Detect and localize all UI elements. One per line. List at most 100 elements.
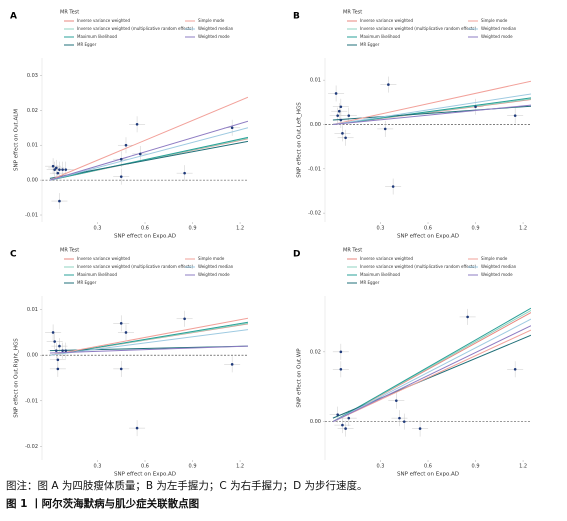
regression-line	[332, 104, 531, 125]
x-tick-label: 1.2	[519, 226, 527, 232]
point	[56, 358, 60, 362]
regression-line	[332, 80, 531, 125]
point	[387, 83, 390, 86]
legend-title: MR Test	[343, 10, 362, 16]
point	[395, 399, 398, 402]
x-tick-label: 1.2	[519, 464, 527, 470]
legend-label: MR Egger	[360, 280, 380, 285]
point	[56, 171, 60, 175]
legend-label: Weighted mode	[481, 272, 513, 277]
point	[51, 164, 55, 168]
x-tick-label: 0.3	[376, 226, 384, 232]
point	[230, 363, 234, 366]
x-axis-label: SNP effect on Expo.AD	[114, 472, 176, 478]
y-axis-label: SNP effect on Out.WP	[297, 348, 303, 408]
point	[230, 126, 234, 130]
regression-line	[332, 307, 531, 423]
point	[53, 168, 56, 171]
point	[61, 168, 64, 171]
legend-label: Inverse variance weighted	[77, 256, 130, 261]
legend-label: Weighted mode	[198, 34, 230, 39]
x-axis-label: SNP effect on Expo.AD	[397, 472, 459, 478]
legend-label: Simple mode	[481, 256, 508, 261]
point	[466, 315, 469, 319]
point	[341, 423, 344, 427]
y-axis-label: SNP effect on Out.Right_HGS	[14, 338, 20, 418]
x-tick-label: 0.6	[141, 464, 149, 470]
x-tick-label: 0.6	[424, 464, 432, 470]
legend-label: MR Egger	[360, 42, 380, 47]
point	[383, 127, 387, 131]
regression-line	[49, 120, 248, 181]
legend-label: Maximum likelihood	[77, 272, 117, 277]
regression-line	[332, 325, 531, 423]
y-tick-label: -0.01	[25, 213, 38, 219]
y-tick-label: 0.02	[27, 108, 38, 114]
legend-label: Maximum likelihood	[77, 34, 117, 39]
y-tick-label: 0.01	[310, 78, 321, 84]
y-axis-label: SNP effect on Out.Left_HGS	[297, 102, 303, 178]
y-tick-label: -0.02	[308, 211, 321, 217]
point	[58, 168, 61, 171]
x-axis-label: SNP effect on Expo.AD	[397, 234, 459, 240]
point	[124, 143, 128, 147]
point	[344, 427, 347, 430]
point	[51, 331, 55, 334]
x-tick-label: 1.2	[236, 464, 244, 470]
point	[339, 367, 343, 371]
legend-label: Inverse variance weighted	[360, 256, 413, 261]
point	[61, 349, 64, 352]
point	[344, 136, 347, 140]
x-tick-label: 0.9	[189, 226, 197, 232]
x-tick-label: 0.3	[93, 464, 101, 470]
legend-label: Maximum likelihood	[360, 34, 400, 39]
legend-label: Maximum likelihood	[360, 272, 400, 277]
point	[138, 152, 142, 156]
legend-label: Inverse variance weighted (multiplicativ…	[360, 26, 477, 31]
legend-label: Inverse variance weighted	[77, 18, 130, 23]
point	[334, 92, 338, 95]
point	[339, 350, 343, 354]
regression-line	[49, 136, 248, 181]
legend-label: Weighted median	[481, 264, 517, 269]
legend-label: MR Egger	[77, 280, 97, 285]
point	[53, 340, 56, 343]
regression-line	[332, 329, 531, 423]
point	[64, 168, 68, 171]
point	[135, 122, 139, 126]
point	[183, 171, 186, 175]
point	[119, 367, 123, 371]
point	[418, 427, 422, 430]
plot-area	[45, 96, 248, 210]
legend-label: Weighted mode	[481, 34, 513, 39]
regression-line	[49, 140, 248, 179]
regression-line	[332, 318, 531, 423]
legend-title: MR Test	[343, 248, 362, 254]
caption: 图注：图 A 为四肢瘦体质量；B 为左手握力；C 为右手握力；D 为步行速度。	[6, 479, 368, 492]
panel-label: D	[293, 250, 300, 260]
point	[119, 175, 123, 178]
point	[64, 349, 68, 352]
legend-label: MR Egger	[77, 42, 97, 47]
x-axis-label: SNP effect on Expo.AD	[114, 234, 176, 240]
legend-label: Weighted median	[481, 26, 517, 31]
y-tick-label: 0.01	[27, 143, 38, 149]
plot-area	[328, 76, 531, 195]
y-tick-label: 0.02	[310, 349, 321, 355]
point	[347, 114, 351, 117]
point	[135, 426, 139, 430]
legend-label: Weighted mode	[198, 272, 230, 277]
point	[54, 166, 58, 170]
point	[58, 199, 61, 203]
regression-line	[332, 97, 531, 125]
point	[337, 109, 341, 113]
point	[124, 331, 128, 334]
panel-label: C	[10, 250, 17, 260]
legend-label: Weighted median	[198, 26, 234, 31]
legend-title: MR Test	[60, 10, 79, 16]
point	[56, 367, 60, 371]
panel-label: A	[10, 12, 17, 22]
regression-line	[49, 345, 248, 354]
